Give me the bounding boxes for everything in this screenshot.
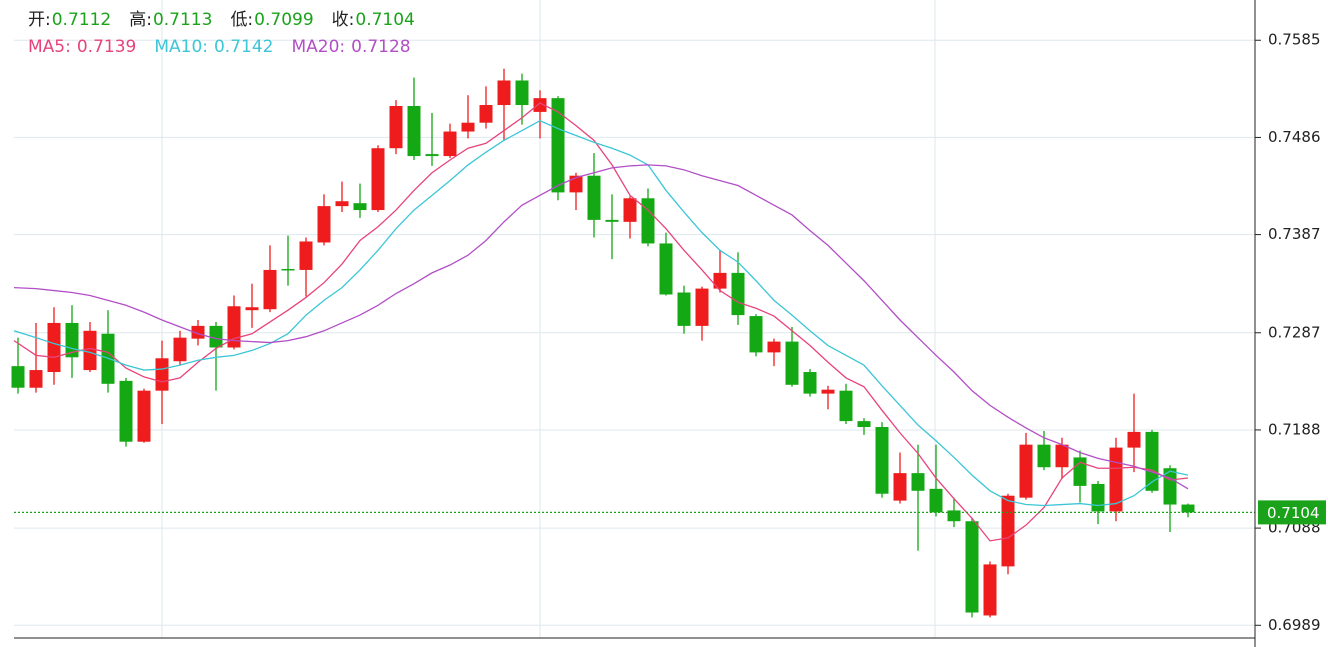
candle-body (515, 80, 529, 106)
candle-body (857, 421, 871, 427)
y-tick-label: 0.6989 (1268, 616, 1321, 634)
candle-body (425, 154, 439, 157)
candle-body (749, 316, 763, 353)
candle-body (929, 488, 943, 513)
y-tick-label: 0.7188 (1268, 420, 1321, 438)
plot (11, 68, 1255, 618)
candle-body (83, 330, 97, 371)
candle-body (263, 269, 277, 310)
candle-body (821, 389, 835, 394)
legend-label: 收: (332, 10, 355, 30)
candle-body (281, 268, 295, 271)
y-tick-label: 0.7585 (1268, 31, 1321, 49)
candle-body (443, 131, 457, 157)
candle-body (47, 322, 61, 373)
y-axis-labels: 0.69890.70880.71880.72870.73870.74860.75… (1255, 31, 1326, 634)
candle-body (965, 521, 979, 613)
legend-series-name: MA10: (154, 37, 208, 57)
candle-body (155, 358, 169, 391)
candle-body (983, 564, 997, 616)
legend-label: 开: (28, 10, 51, 30)
legend-series-name: MA5: (28, 37, 71, 57)
legend: 开: 0.7112 高: 0.7113 低: 0.7099 收: 0.7104 MA5: 0.71… (28, 10, 415, 57)
candle-body (803, 372, 817, 394)
candle-body (11, 366, 25, 388)
candle-body (731, 272, 745, 316)
candle-body (1037, 444, 1051, 468)
candle-body (875, 426, 889, 494)
candle-body (839, 390, 853, 422)
legend-label: 高: (129, 10, 152, 30)
candle-body (461, 122, 475, 132)
current-price-box (1258, 500, 1326, 525)
candle-body (767, 341, 781, 353)
candle-body (947, 510, 961, 522)
candle-body (911, 473, 925, 491)
legend-series-value: 0.7142 (214, 37, 273, 57)
candle-body (1145, 431, 1159, 491)
candle-body (371, 148, 385, 211)
candle-body (407, 106, 421, 157)
candle-body (335, 201, 349, 207)
legend-series-name: MA20: (291, 37, 345, 57)
candle-body (137, 390, 151, 442)
y-tick-label: 0.7387 (1268, 225, 1321, 243)
candle-body (713, 272, 727, 289)
candle-body (1181, 504, 1195, 513)
candle-body (677, 292, 691, 326)
candle-body (1127, 431, 1141, 448)
candle-body (569, 175, 583, 193)
candle-body (317, 206, 331, 243)
candle-body (1001, 495, 1015, 567)
candle-body (209, 325, 223, 348)
legend-series-value: 0.7139 (77, 37, 136, 57)
candle-body (299, 241, 313, 270)
legend-series-value: 0.7128 (351, 37, 410, 57)
candle-body (173, 337, 187, 362)
legend-label: 低: (230, 10, 253, 30)
ma-line (13, 102, 1189, 542)
legend-value: 0.7113 (153, 10, 212, 30)
candle-body (551, 98, 565, 193)
candle-body (695, 288, 709, 326)
candle-body (191, 325, 205, 339)
y-tick-label: 0.7486 (1268, 128, 1321, 146)
candle-body (353, 203, 367, 211)
ma-line (13, 164, 1189, 490)
candle-body (497, 80, 511, 106)
candle-body (245, 307, 259, 311)
candle-body (785, 341, 799, 385)
candle-body (893, 473, 907, 501)
legend-value: 0.7099 (254, 10, 313, 30)
candle-body (605, 219, 619, 222)
candle-body (533, 98, 547, 112)
candle-body (641, 198, 655, 244)
candle-body (119, 380, 133, 442)
candle-body (623, 198, 637, 222)
legend-value: 0.7104 (355, 10, 414, 30)
candle-body (1091, 483, 1105, 512)
current-price-label: 0.7104 (1267, 504, 1320, 522)
candle-body (479, 105, 493, 123)
candle-body (1055, 444, 1069, 468)
candle-body (659, 243, 673, 295)
candle-body (587, 175, 601, 220)
candle-body (1019, 444, 1033, 498)
y-tick-label: 0.7287 (1268, 323, 1321, 341)
legend-value: 0.7112 (52, 10, 111, 30)
candle-body (29, 370, 43, 388)
candle-body (389, 106, 403, 149)
ma-line (13, 120, 1189, 507)
